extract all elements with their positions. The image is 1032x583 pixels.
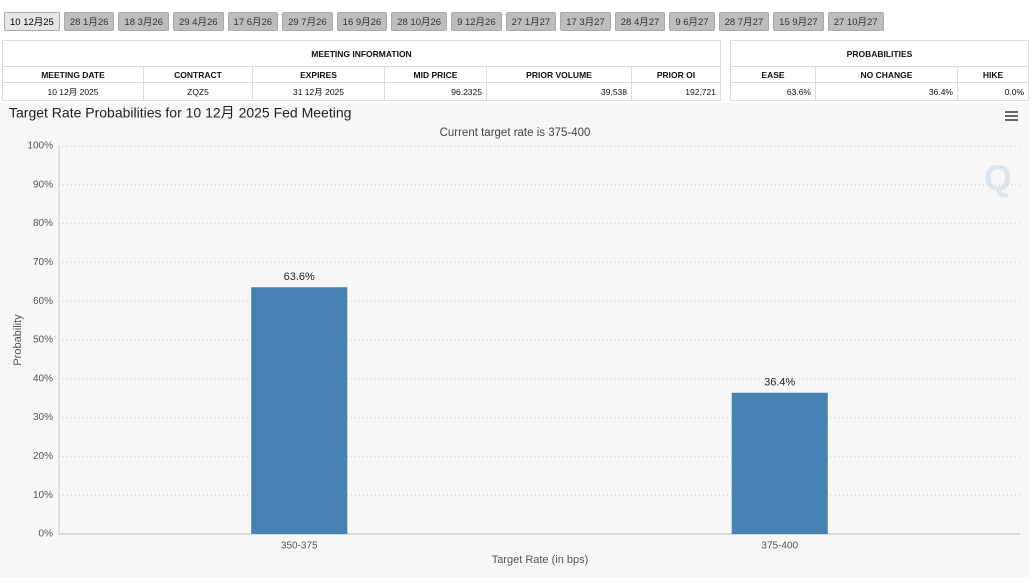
meeting-information-table: MEETING INFORMATION MEETING DATE CONTRAC… (2, 40, 721, 101)
meeting-tab[interactable]: 28 1月26 (63, 12, 115, 31)
y-tick-label: 50% (33, 335, 53, 346)
data-label: 63.6% (284, 271, 315, 283)
table-cell: 96.2325 (384, 82, 487, 101)
table-cell: 39,538 (486, 82, 632, 101)
watermark: Q (984, 158, 1012, 199)
x-tick-label: 375-400 (761, 541, 798, 552)
table-cell: ZQZ5 (143, 82, 253, 101)
y-tick-label: 60% (33, 296, 53, 307)
table-cell: 36.4% (815, 82, 958, 101)
y-tick-label: 30% (33, 412, 53, 423)
y-tick-label: 10% (33, 490, 53, 501)
table-title: MEETING INFORMATION (2, 40, 721, 67)
meeting-tab[interactable]: 9 6月27 (669, 12, 715, 31)
table-cell: 10 12月 2025 (2, 82, 144, 101)
table-cell: 63.6% (730, 82, 816, 101)
meeting-tab[interactable]: 28 10月26 (391, 12, 448, 31)
y-tick-label: 100% (27, 141, 53, 152)
table-cell: 0.0% (957, 82, 1029, 101)
column-header: PRIOR VOLUME (486, 66, 632, 83)
meeting-tab[interactable]: 16 9月26 (336, 12, 388, 31)
column-header: CONTRACT (143, 66, 253, 83)
column-header: EXPIRES (252, 66, 385, 83)
y-tick-label: 70% (33, 257, 53, 268)
meeting-tab[interactable]: 10 12月25 (4, 12, 60, 31)
meeting-tab[interactable]: 29 7月26 (282, 12, 333, 31)
meeting-tab[interactable]: 29 4月26 (172, 12, 224, 31)
column-header: HIKE (957, 66, 1029, 83)
meeting-tab[interactable]: 17 6月26 (227, 12, 279, 31)
data-label: 36.4% (764, 377, 795, 389)
y-tick-label: 90% (33, 179, 53, 190)
column-header: PRIOR OI (631, 66, 721, 83)
y-tick-label: 20% (33, 451, 53, 462)
y-tick-label: 80% (33, 218, 53, 229)
y-tick-label: 40% (33, 373, 53, 384)
y-axis-label: Probability (12, 314, 24, 366)
column-header: EASE (730, 66, 816, 83)
meeting-tab[interactable]: 28 7月27 (718, 12, 770, 31)
table-cell: 192,721 (631, 82, 721, 101)
meeting-tab[interactable]: 18 3月26 (118, 12, 169, 31)
table-title: PROBABILITIES (730, 40, 1029, 67)
table-cell: 31 12月 2025 (252, 82, 385, 101)
bar (731, 392, 828, 534)
bar (251, 287, 348, 534)
y-tick-label: 0% (39, 529, 54, 540)
meeting-tab[interactable]: 27 10月27 (827, 12, 884, 31)
menu-icon[interactable] (1005, 111, 1018, 121)
meeting-tab[interactable]: 17 3月27 (560, 12, 611, 31)
meeting-tabs: 10 12月25 28 1月26 18 3月26 29 4月26 17 6月26 29 7… (4, 12, 884, 31)
meeting-tab[interactable]: 28 4月27 (614, 12, 666, 31)
chart: Target Rate Probabilities for 10 12月 202… (0, 103, 1030, 577)
meeting-tab[interactable]: 15 9月27 (773, 12, 824, 31)
x-tick-label: 350-375 (281, 541, 318, 552)
column-header: MID PRICE (384, 66, 487, 83)
chart-subtitle: Current target rate is 375-400 (440, 127, 591, 139)
chart-title: Target Rate Probabilities for 10 12月 202… (9, 105, 351, 121)
probabilities-table: PROBABILITIES EASE NO CHANGE HIKE 63.6% … (730, 40, 1029, 101)
x-axis-label: Target Rate (in bps) (492, 554, 589, 566)
meeting-tab[interactable]: 9 12月26 (451, 12, 502, 31)
column-header: NO CHANGE (815, 66, 958, 83)
meeting-tab[interactable]: 27 1月27 (505, 12, 557, 31)
column-header: MEETING DATE (2, 66, 144, 83)
